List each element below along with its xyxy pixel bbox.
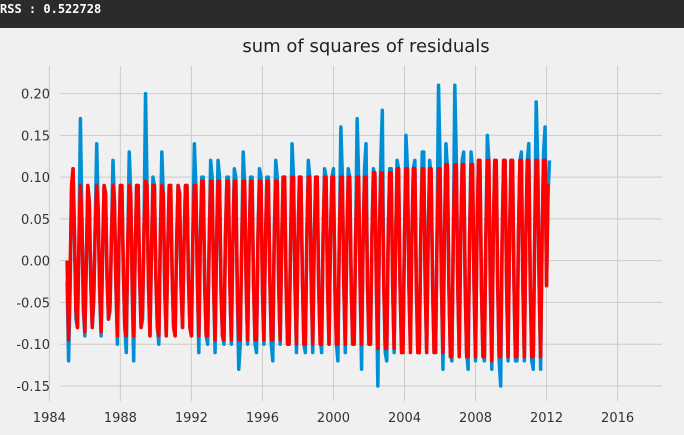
x-tick-label: 2000 bbox=[317, 411, 350, 426]
y-tick-labels: 0.20 0.15 0.10 0.05 0.00 -0.05 -0.10 -0.15 bbox=[16, 88, 50, 395]
rss-value: 0.522728 bbox=[43, 2, 102, 16]
rss-label: RSS bbox=[0, 2, 22, 16]
y-tick-label: 0.05 bbox=[21, 213, 50, 228]
y-tick-label: 0.00 bbox=[21, 255, 50, 270]
x-tick-label: 2004 bbox=[388, 411, 421, 426]
y-tick-label: -0.10 bbox=[16, 338, 50, 353]
y-tick-label: 0.15 bbox=[21, 129, 50, 144]
y-tick-label: 0.10 bbox=[21, 171, 50, 186]
series-line-fitted bbox=[65, 158, 550, 363]
chart-title: sum of squares of residuals bbox=[242, 36, 489, 57]
x-tick-label: 1988 bbox=[104, 411, 137, 426]
rss-separator: : bbox=[21, 2, 44, 16]
x-tick-label: 1992 bbox=[175, 411, 208, 426]
x-tick-label: 2016 bbox=[601, 411, 634, 426]
rss-readout: RSS : 0.522728 bbox=[0, 2, 101, 16]
y-tick-label: -0.05 bbox=[16, 296, 50, 311]
residuals-chart: sum of squares of residuals 0.20 0.15 0.10… bbox=[16, 36, 662, 426]
x-tick-labels: 1984 1988 1992 1996 2000 2004 2008 2012 2016 bbox=[33, 411, 634, 426]
y-tick-label: 0.20 bbox=[21, 88, 50, 103]
x-tick-label: 2012 bbox=[530, 411, 563, 426]
plot-lines bbox=[65, 83, 552, 388]
console-output-bar: RSS : 0.522728 bbox=[0, 0, 684, 28]
chart-container: sum of squares of residuals 0.20 0.15 0.10… bbox=[0, 28, 684, 431]
x-tick-label: 1984 bbox=[33, 411, 66, 426]
x-tick-label: 2008 bbox=[459, 411, 492, 426]
x-tick-label: 1996 bbox=[246, 411, 279, 426]
y-tick-label: -0.15 bbox=[16, 380, 50, 395]
